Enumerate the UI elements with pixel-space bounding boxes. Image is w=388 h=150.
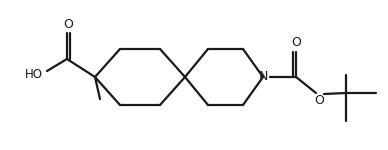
Text: O: O: [63, 18, 73, 30]
Text: O: O: [314, 94, 324, 108]
Text: HO: HO: [25, 68, 43, 81]
Text: N: N: [258, 69, 268, 82]
Text: O: O: [291, 36, 301, 48]
